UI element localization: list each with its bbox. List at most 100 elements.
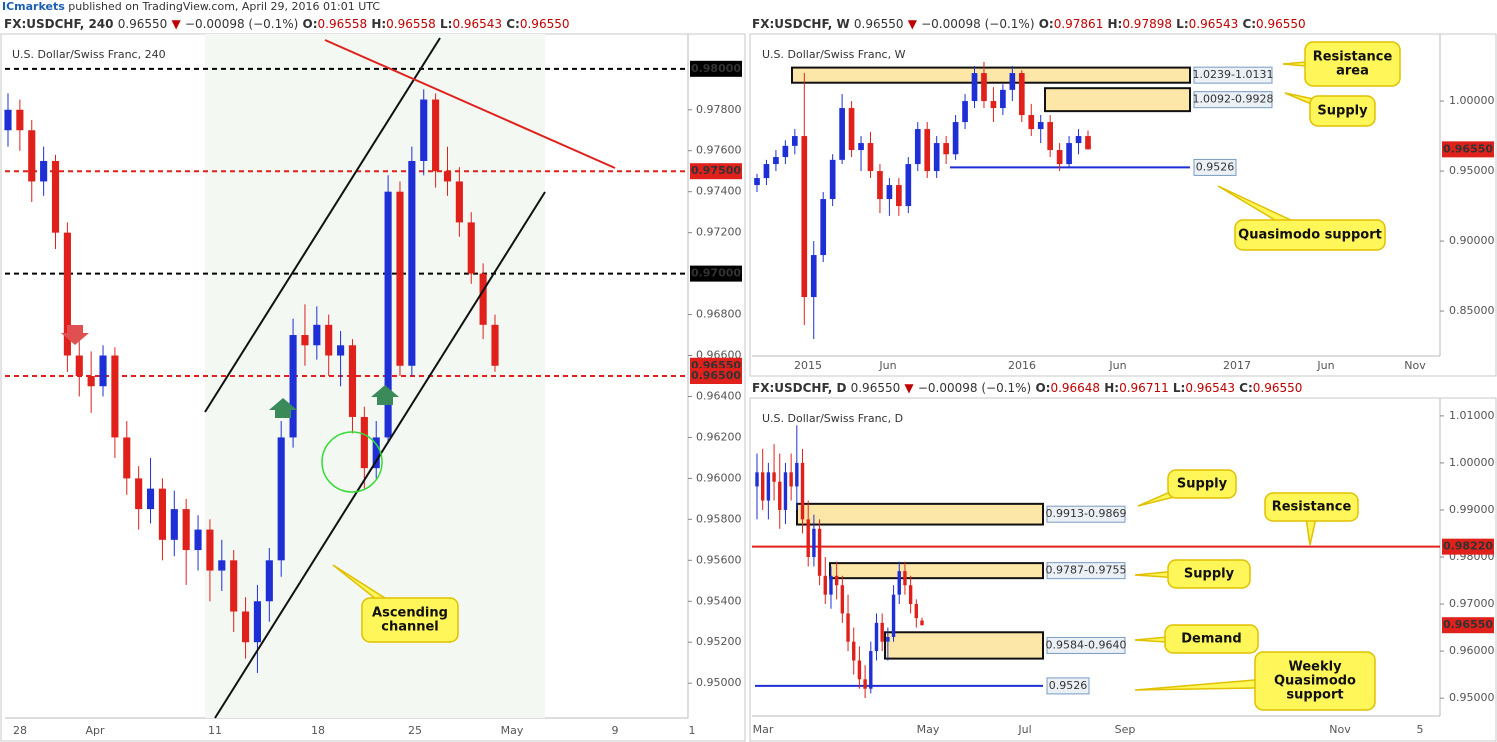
last-price: 0.96550 — [854, 17, 904, 31]
candle-body — [852, 641, 856, 661]
candle-body — [820, 199, 827, 256]
candle-body — [914, 129, 921, 165]
candle-body — [840, 585, 845, 614]
x-tick-label: 5 — [1417, 723, 1424, 736]
candle-body — [1075, 136, 1082, 144]
y-tick-label: 0.85000 — [1449, 304, 1495, 317]
y-tick-label: 0.95000 — [696, 676, 742, 689]
candle-body — [782, 145, 789, 158]
zone — [829, 562, 1044, 580]
candle-body — [896, 185, 902, 207]
callout-text: Resistance — [1272, 500, 1352, 515]
candle-body — [877, 171, 883, 200]
candle-body — [920, 620, 924, 626]
ohlc-value: 0.96550 — [520, 17, 570, 31]
line-label-box — [1046, 677, 1090, 695]
candle-body — [791, 136, 798, 146]
ohlc-label: C: — [506, 17, 520, 31]
brand: ICmarkets — [2, 0, 65, 13]
trend-line — [324, 39, 616, 169]
candle-body — [801, 136, 808, 298]
candle-body — [867, 143, 874, 172]
candle-body — [924, 129, 931, 172]
candle-body — [372, 437, 380, 469]
zone-label-box — [1046, 505, 1126, 523]
zone-label: 1.0092-0.9928 — [1193, 93, 1274, 106]
candle-body — [773, 157, 779, 165]
x-tick-label: 25 — [408, 724, 422, 737]
candle-body — [455, 181, 463, 223]
x-tick-label: Nov — [1329, 723, 1351, 736]
candle-body — [848, 108, 855, 151]
candle-body — [87, 376, 95, 387]
level-label: 0.96550 — [1443, 618, 1493, 631]
candle-body — [51, 160, 60, 233]
candle-body — [1066, 143, 1072, 165]
level-label: 0.98000 — [691, 62, 741, 75]
callout-box — [1304, 41, 1401, 87]
line-label: 0.9526 — [1049, 679, 1088, 692]
callout-text: Quasimodo — [1274, 674, 1356, 689]
level-label-box — [1442, 141, 1494, 158]
panel-border — [749, 33, 1497, 377]
callout-text: Supply — [1184, 567, 1235, 582]
candle-body — [337, 345, 345, 356]
y-tick-label: 0.95000 — [1449, 691, 1495, 704]
callout-box — [1309, 95, 1376, 127]
candle-body — [63, 232, 71, 356]
candle-body — [897, 571, 901, 595]
candle-body — [789, 472, 793, 487]
callout-box — [1167, 559, 1251, 589]
zone-label-box — [1046, 562, 1126, 580]
direction: ▼ — [172, 17, 182, 31]
y-tick-label: 0.97200 — [696, 226, 742, 239]
candle-body — [289, 335, 297, 438]
candle-body — [432, 99, 440, 172]
symbol: FX:USDCHF, W — [752, 17, 850, 31]
candle-body — [182, 509, 190, 551]
callout-text: area — [1336, 64, 1369, 79]
highlight-circle — [321, 431, 383, 493]
line-label-box — [1193, 158, 1237, 176]
candle-body — [962, 101, 968, 123]
candle-body — [241, 611, 250, 643]
y-tick-label: 0.96000 — [696, 471, 742, 484]
candle-body — [1056, 150, 1063, 165]
candle-body — [158, 488, 166, 540]
publish-text: published on TradingView.com, April 29, … — [68, 0, 380, 13]
candle-body — [886, 636, 890, 642]
ohlc-value: 0.96543 — [452, 17, 502, 31]
candle-body — [817, 528, 822, 576]
candle-body — [1028, 115, 1035, 130]
candle-body — [810, 255, 817, 298]
ohlc-label: H: — [371, 17, 386, 31]
direction: ▼ — [908, 17, 918, 31]
ohlc-value: 0.96648 — [1050, 381, 1100, 395]
candle-body — [823, 575, 827, 595]
publish-line: ICmarkets published on TradingView.com, … — [2, 0, 380, 13]
candle-body — [384, 191, 392, 438]
x-tick-label: 28 — [13, 724, 27, 737]
y-tick-label: 0.95600 — [696, 553, 742, 566]
ohlc-value: 0.97898 — [1122, 17, 1172, 31]
level-label-box — [1442, 617, 1494, 634]
panel-border — [749, 397, 1497, 742]
candle-body — [1018, 73, 1025, 116]
candle-body — [766, 472, 771, 501]
level-label-box — [690, 368, 742, 384]
x-tick-label: 11 — [208, 724, 222, 737]
x-tick-label: Nov — [1404, 359, 1426, 372]
candle-body — [846, 613, 850, 642]
ohlc-value: 0.96543 — [1185, 381, 1235, 395]
callout-box — [1254, 651, 1376, 711]
y-tick-label: 0.96400 — [696, 389, 742, 402]
callout-text: Weekly — [1288, 660, 1342, 675]
callout-text: channel — [381, 620, 439, 635]
candle-body — [135, 478, 143, 510]
y-tick-label: 0.96800 — [696, 308, 742, 321]
y-tick-label: 1.00000 — [1449, 94, 1495, 107]
x-tick-label: Jun — [878, 359, 896, 372]
y-tick-label: 0.97000 — [1449, 597, 1495, 610]
ohlc-value: 0.96550 — [1253, 381, 1303, 395]
level-label: 0.97500 — [691, 164, 741, 177]
